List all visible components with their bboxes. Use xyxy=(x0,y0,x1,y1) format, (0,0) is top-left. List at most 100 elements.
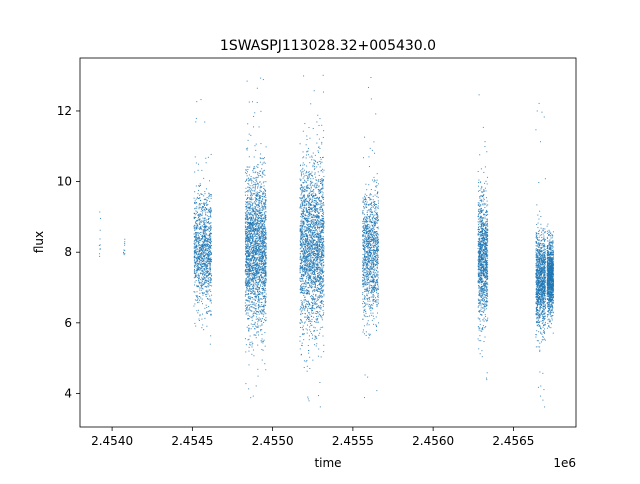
data-point xyxy=(264,205,266,207)
data-point xyxy=(244,229,246,231)
data-point xyxy=(305,208,307,210)
data-point xyxy=(263,305,265,307)
data-point xyxy=(252,349,254,351)
data-point xyxy=(315,185,317,187)
data-point xyxy=(249,335,251,337)
data-point xyxy=(210,235,212,237)
data-point xyxy=(195,257,197,259)
data-point xyxy=(247,213,249,215)
data-point xyxy=(199,287,201,289)
data-point xyxy=(251,267,253,269)
data-point xyxy=(312,193,314,195)
data-point xyxy=(258,300,260,302)
data-point xyxy=(321,271,323,273)
data-point xyxy=(195,222,197,224)
data-point xyxy=(248,293,250,295)
data-point xyxy=(317,253,319,255)
data-point xyxy=(317,184,319,186)
data-point xyxy=(204,307,206,309)
data-point xyxy=(315,219,317,221)
data-point xyxy=(304,240,306,242)
data-point xyxy=(319,275,321,277)
data-point xyxy=(316,236,318,238)
data-point xyxy=(200,267,202,269)
data-point xyxy=(264,263,266,265)
data-point xyxy=(306,203,308,205)
data-point xyxy=(308,254,310,256)
data-point xyxy=(258,238,260,240)
data-point xyxy=(244,237,246,239)
data-point xyxy=(204,261,206,263)
data-point xyxy=(256,193,258,195)
data-point xyxy=(250,176,252,178)
data-point xyxy=(252,227,254,229)
data-point xyxy=(254,182,256,184)
data-point xyxy=(249,264,251,266)
data-point xyxy=(251,194,253,196)
data-point xyxy=(315,263,317,265)
data-point xyxy=(317,299,319,301)
data-point xyxy=(322,290,324,292)
data-point xyxy=(255,228,257,230)
data-point xyxy=(205,304,207,306)
data-point xyxy=(210,207,212,209)
data-point xyxy=(247,139,249,141)
data-point xyxy=(203,268,205,270)
data-point xyxy=(260,249,262,251)
data-point xyxy=(315,260,317,262)
data-point xyxy=(299,336,301,338)
data-point xyxy=(198,214,200,216)
data-point xyxy=(254,207,256,209)
data-point xyxy=(259,252,261,254)
data-point xyxy=(251,275,253,277)
data-point xyxy=(257,375,259,377)
data-point xyxy=(249,185,251,187)
data-point xyxy=(261,212,263,214)
data-point xyxy=(256,246,258,248)
data-point xyxy=(315,187,317,189)
data-point xyxy=(311,246,313,248)
data-point xyxy=(265,234,267,236)
data-point xyxy=(264,227,266,229)
data-point xyxy=(253,249,255,251)
data-point xyxy=(259,246,261,248)
data-point xyxy=(260,275,262,276)
data-point xyxy=(254,188,256,190)
data-point xyxy=(202,258,204,260)
data-cluster xyxy=(122,238,126,256)
data-point xyxy=(204,240,206,242)
data-point xyxy=(304,321,306,323)
data-point xyxy=(256,257,258,259)
data-point xyxy=(193,217,195,219)
data-point xyxy=(249,241,251,243)
data-point xyxy=(307,210,309,212)
data-point xyxy=(246,248,248,250)
data-point xyxy=(258,301,260,303)
data-point xyxy=(314,197,316,199)
data-point xyxy=(264,282,266,284)
data-point xyxy=(253,168,255,170)
data-point xyxy=(308,127,310,129)
data-point xyxy=(251,265,253,267)
data-point xyxy=(252,184,254,186)
data-point xyxy=(264,269,266,271)
data-point xyxy=(303,199,305,201)
data-point xyxy=(257,278,259,280)
data-point xyxy=(261,240,263,242)
data-point xyxy=(316,315,318,317)
data-point xyxy=(258,266,260,268)
data-point xyxy=(208,227,210,229)
data-point xyxy=(315,210,317,212)
data-point xyxy=(310,253,312,255)
data-point xyxy=(253,126,255,128)
data-point xyxy=(316,290,318,292)
data-point xyxy=(194,254,196,256)
data-point xyxy=(261,304,263,306)
data-point xyxy=(98,244,100,246)
data-point xyxy=(193,284,195,286)
data-point xyxy=(204,212,206,214)
data-point xyxy=(253,222,255,224)
data-point xyxy=(303,305,305,307)
data-point xyxy=(256,273,258,275)
data-point xyxy=(301,237,303,239)
